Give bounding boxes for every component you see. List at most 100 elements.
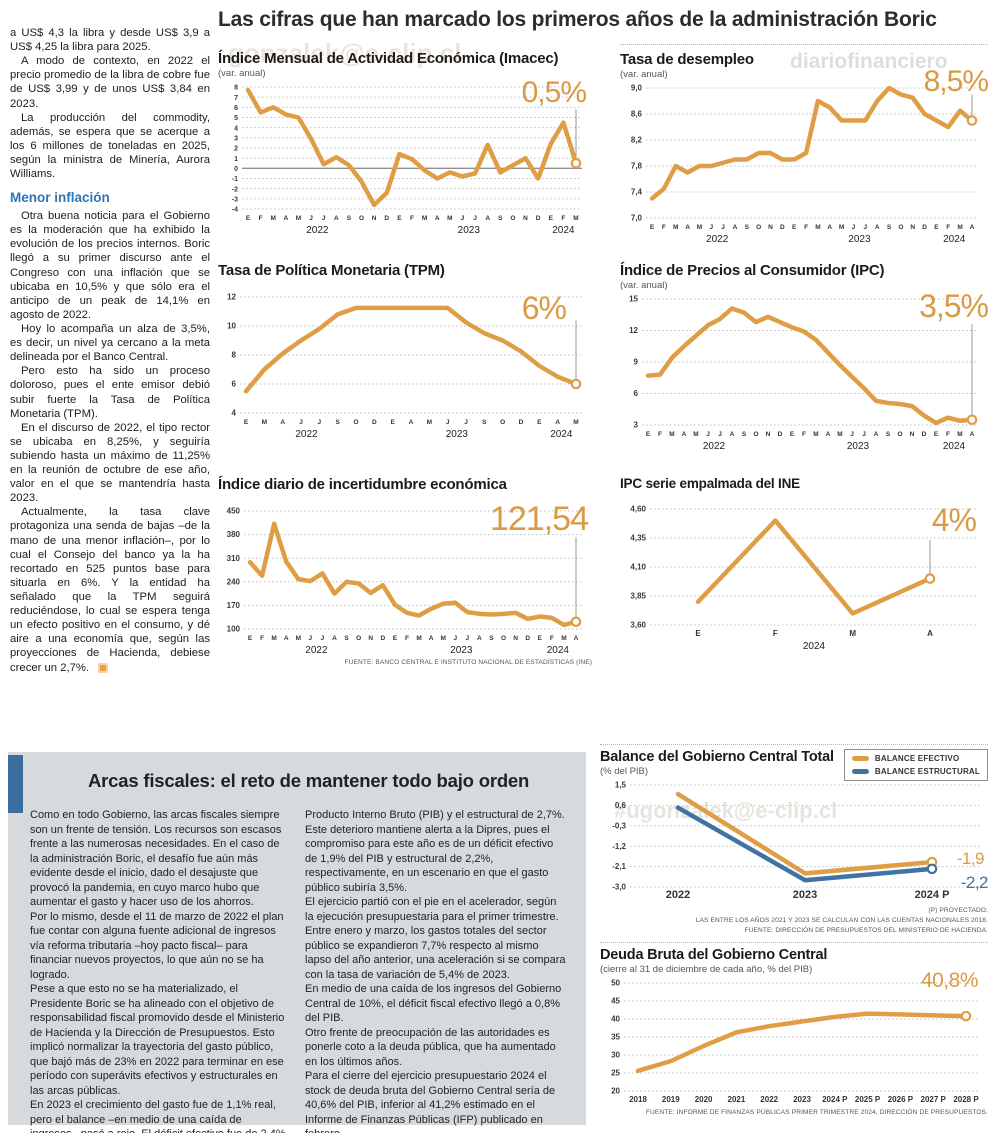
chart-footnotes: (P) PROYECTADO. LAS ENTRE LOS AÑOS 2021 Y…: [600, 906, 988, 936]
svg-text:9: 9: [634, 358, 639, 367]
imacec-highlight-value: 0,5%: [521, 76, 587, 109]
svg-text:30: 30: [611, 1051, 620, 1060]
svg-text:M: M: [837, 431, 842, 438]
svg-text:-2,1: -2,1: [612, 862, 626, 871]
paragraph: (P) PROYECTADO.: [928, 907, 988, 914]
svg-text:O: O: [359, 215, 364, 222]
svg-text:2027 P: 2027 P: [921, 1095, 947, 1104]
svg-text:E: E: [390, 419, 395, 426]
paragraph: Hoy lo acompaña un alza de 3,5%, es deci…: [10, 322, 210, 364]
svg-text:45: 45: [611, 997, 620, 1006]
svg-text:A: A: [332, 635, 337, 642]
svg-text:O: O: [356, 635, 361, 642]
svg-text:-2: -2: [232, 186, 238, 193]
svg-text:S: S: [498, 215, 503, 222]
svg-text:N: N: [368, 635, 373, 642]
svg-text:E: E: [397, 215, 402, 222]
paragraph: En el discurso de 2022, el tipo rector s…: [10, 421, 210, 505]
svg-text:M: M: [573, 419, 578, 426]
svg-text:M: M: [813, 431, 818, 438]
svg-text:9,0: 9,0: [631, 84, 643, 93]
svg-text:E: E: [538, 635, 543, 642]
deuda-plot: 50 45 40 35 30 25 20 2018 2019 2020 2021 2022 2023 20…: [600, 977, 988, 1107]
svg-text:F: F: [410, 215, 414, 222]
svg-text:S: S: [745, 224, 750, 231]
svg-text:1,5: 1,5: [615, 781, 627, 790]
svg-text:450: 450: [227, 507, 241, 516]
svg-text:S: S: [482, 419, 487, 426]
svg-text:2022: 2022: [295, 429, 318, 440]
svg-text:E: E: [790, 431, 795, 438]
svg-text:M: M: [440, 635, 445, 642]
svg-text:A: A: [409, 419, 414, 426]
chart-title: Balance del Gobierno Central Total: [600, 749, 834, 765]
svg-text:2023: 2023: [793, 889, 817, 901]
svg-text:N: N: [910, 224, 915, 231]
balance-efectivo-end-label: -1,9: [956, 849, 985, 868]
svg-text:A: A: [574, 635, 579, 642]
svg-text:170: 170: [227, 601, 241, 610]
article-paragraphs-bottom: Otra buena noticia para el Gobierno es l…: [10, 209, 210, 675]
svg-text:D: D: [778, 431, 783, 438]
svg-text:J: J: [321, 635, 325, 642]
svg-text:M: M: [673, 224, 678, 231]
svg-text:F: F: [405, 635, 409, 642]
svg-text:2023: 2023: [458, 225, 481, 236]
chart-subtitle: (cierre al 31 de diciembre de cada año, …: [600, 964, 813, 975]
svg-text:25: 25: [611, 1069, 620, 1078]
section-subhead: Menor inflación: [10, 190, 110, 206]
svg-text:2022: 2022: [706, 234, 729, 245]
svg-text:J: J: [709, 224, 713, 231]
desempleo-plot: 9,0 8,6 8,2 7,8 7,4 7,0 E F M A M J J A S O N D E F M A M J J A S O…: [620, 82, 988, 246]
svg-text:F: F: [259, 215, 263, 222]
svg-text:4,10: 4,10: [630, 563, 646, 572]
paragraph: A modo de contexto, en 2022 el precio pr…: [10, 55, 210, 110]
svg-text:2024 P: 2024 P: [915, 889, 950, 901]
tpm-highlight-value: 6%: [521, 290, 567, 326]
paragraph: En 2023 el crecimiento del gasto fue de …: [30, 1099, 286, 1133]
svg-text:2024 P: 2024 P: [822, 1095, 848, 1104]
paragraph: a US$ 4,3 la libra y desde US$ 3,9 a US$…: [10, 27, 210, 54]
svg-text:A: A: [875, 224, 880, 231]
svg-text:E: E: [549, 215, 554, 222]
svg-text:M: M: [561, 635, 566, 642]
paragraph: Otro frente de preocupación de las autor…: [305, 1026, 556, 1068]
svg-text:M: M: [957, 224, 962, 231]
fiscal-box-columns: Como en todo Gobierno, las arcas fiscale…: [30, 808, 566, 1133]
chart-incertidumbre: Índice diario de incertidumbre económica…: [218, 476, 592, 666]
svg-text:M: M: [416, 635, 421, 642]
svg-text:2023: 2023: [450, 645, 473, 656]
paragraph: Pese a que esto no se ha materializado, …: [30, 983, 285, 1097]
svg-text:J: J: [850, 431, 854, 438]
svg-text:J: J: [721, 224, 725, 231]
svg-text:M: M: [262, 419, 267, 426]
svg-text:12: 12: [629, 326, 638, 335]
svg-text:N: N: [910, 431, 915, 438]
svg-text:O: O: [898, 224, 903, 231]
paragraph: Otra buena noticia para el Gobierno es l…: [10, 210, 210, 321]
svg-text:S: S: [335, 419, 340, 426]
svg-text:100: 100: [227, 625, 241, 634]
fiscal-column-1: Como en todo Gobierno, las arcas fiscale…: [30, 808, 291, 1133]
svg-text:F: F: [804, 224, 808, 231]
svg-text:-3,0: -3,0: [612, 883, 626, 892]
balance-estructural-end-label: -2,2: [960, 873, 988, 892]
svg-text:J: J: [461, 215, 465, 222]
svg-text:O: O: [500, 419, 505, 426]
svg-text:M: M: [573, 215, 578, 222]
svg-text:35: 35: [611, 1033, 620, 1042]
svg-text:E: E: [650, 224, 655, 231]
svg-text:0,6: 0,6: [615, 801, 627, 810]
svg-text:D: D: [525, 635, 530, 642]
svg-text:F: F: [946, 431, 950, 438]
svg-text:A: A: [827, 224, 832, 231]
svg-text:2023: 2023: [446, 429, 469, 440]
legend-item-estructural: BALANCE ESTRUCTURAL: [851, 767, 980, 776]
svg-text:6: 6: [232, 380, 237, 389]
svg-text:S: S: [344, 635, 349, 642]
svg-text:3,85: 3,85: [630, 592, 646, 601]
svg-text:M: M: [839, 224, 844, 231]
svg-text:E: E: [248, 635, 253, 642]
chart-subtitle: (var. anual): [620, 69, 668, 80]
